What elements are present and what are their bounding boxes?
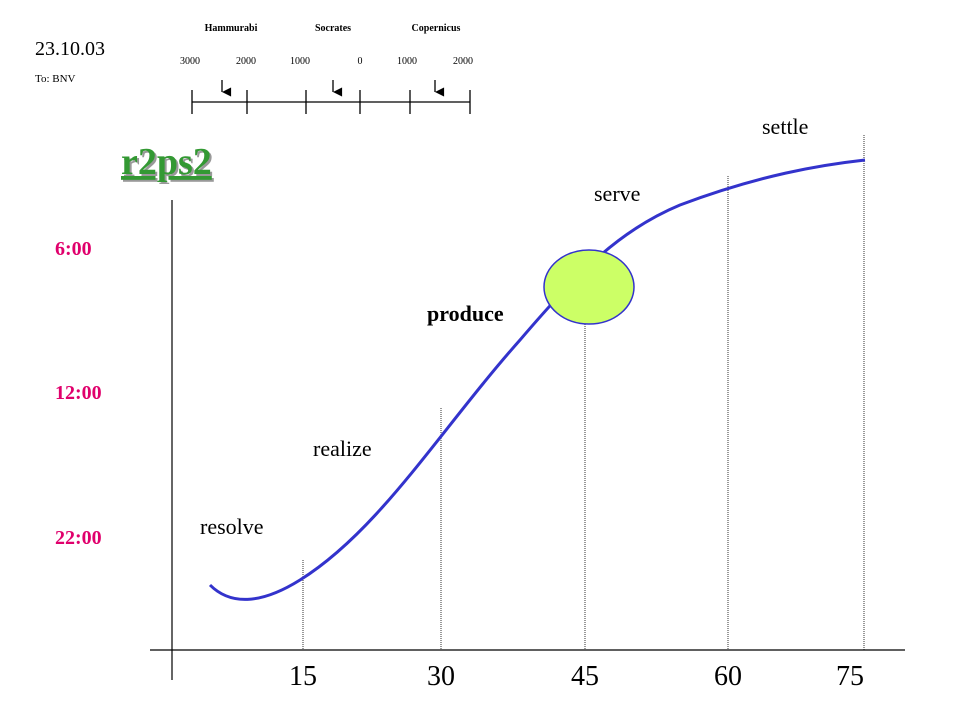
y-label: 22:00	[55, 527, 102, 549]
guide-lines	[302, 135, 865, 650]
y-label: 6:00	[55, 238, 92, 260]
timeline-tick: 2000	[453, 56, 473, 67]
timeline-tick: 1000	[290, 56, 310, 67]
phase-label: settle	[762, 114, 808, 139]
x-label: 45	[571, 661, 599, 692]
phase-label: realize	[313, 436, 372, 461]
timeline-name: Socrates	[315, 23, 351, 34]
phase-label: serve	[594, 181, 640, 206]
timeline-name: Hammurabi	[205, 23, 258, 34]
title: r2ps2	[121, 141, 212, 183]
axes	[150, 200, 905, 680]
growth-curve	[208, 158, 866, 601]
timeline-name: Copernicus	[412, 23, 461, 34]
x-label: 30	[427, 661, 455, 692]
phase-label: resolve	[200, 514, 264, 539]
x-label: 15	[289, 661, 317, 692]
timeline-tick: 2000	[236, 56, 256, 67]
date: 23.10.03	[35, 38, 105, 60]
timeline-tick: 0	[358, 56, 363, 67]
y-label: 12:00	[55, 382, 102, 404]
recipient: To: BNV	[35, 73, 76, 85]
timeline-tick: 3000	[180, 56, 200, 67]
x-label: 60	[714, 661, 742, 692]
x-label: 75	[836, 661, 864, 692]
highlight	[543, 249, 635, 325]
title-shadow: r2ps2	[123, 143, 214, 185]
phase-label: produce	[427, 301, 504, 326]
timeline: Hammurabi Socrates Copernicus 3000 2000 …	[180, 23, 473, 114]
timeline-tick: 1000	[397, 56, 417, 67]
